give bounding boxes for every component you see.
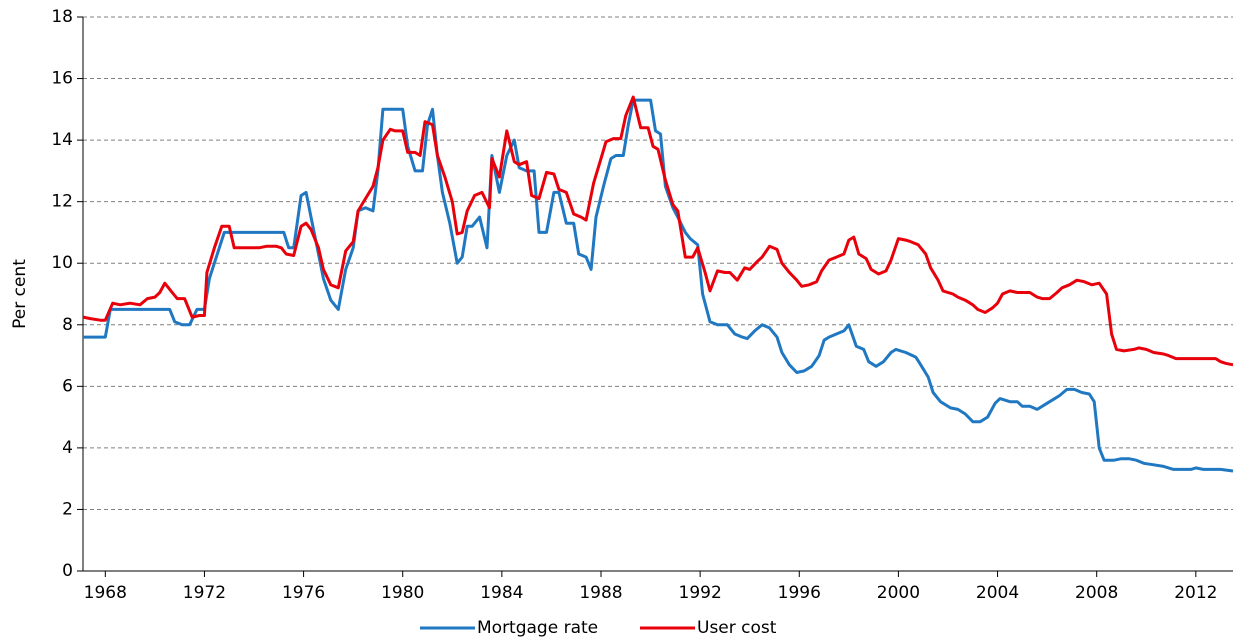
x-tick-label: 2004	[976, 583, 1019, 603]
x-tick-label: 2000	[877, 583, 920, 603]
legend-label: User cost	[697, 618, 777, 638]
x-tick-label: 1980	[381, 583, 424, 603]
x-tick-label: 1976	[282, 583, 325, 603]
y-tick-label: 16	[51, 69, 73, 89]
x-tick-label: 1992	[679, 583, 722, 603]
y-tick-label: 18	[51, 7, 73, 27]
x-tick-label: 1996	[778, 583, 821, 603]
x-tick-label: 1972	[183, 583, 226, 603]
x-tick-label: 1984	[480, 583, 523, 603]
y-tick-label: 12	[51, 192, 73, 212]
y-tick-label: 14	[51, 130, 73, 150]
x-tick-label: 2012	[1174, 583, 1217, 603]
y-tick-label: 8	[62, 315, 73, 335]
x-tick-label: 1988	[579, 583, 622, 603]
y-tick-label: 4	[62, 438, 73, 458]
y-tick-label: 0	[62, 561, 73, 581]
series-line	[82, 95, 1234, 367]
x-tick-label: 1968	[84, 583, 127, 603]
y-tick-label: 10	[51, 253, 73, 273]
y-axis-label: Per cent	[10, 259, 30, 329]
y-tick-label: 6	[62, 376, 73, 396]
series-line	[83, 98, 1234, 473]
y-tick-label: 2	[62, 499, 73, 519]
legend-label: Mortgage rate	[477, 618, 598, 638]
x-tick-label: 2008	[1075, 583, 1118, 603]
